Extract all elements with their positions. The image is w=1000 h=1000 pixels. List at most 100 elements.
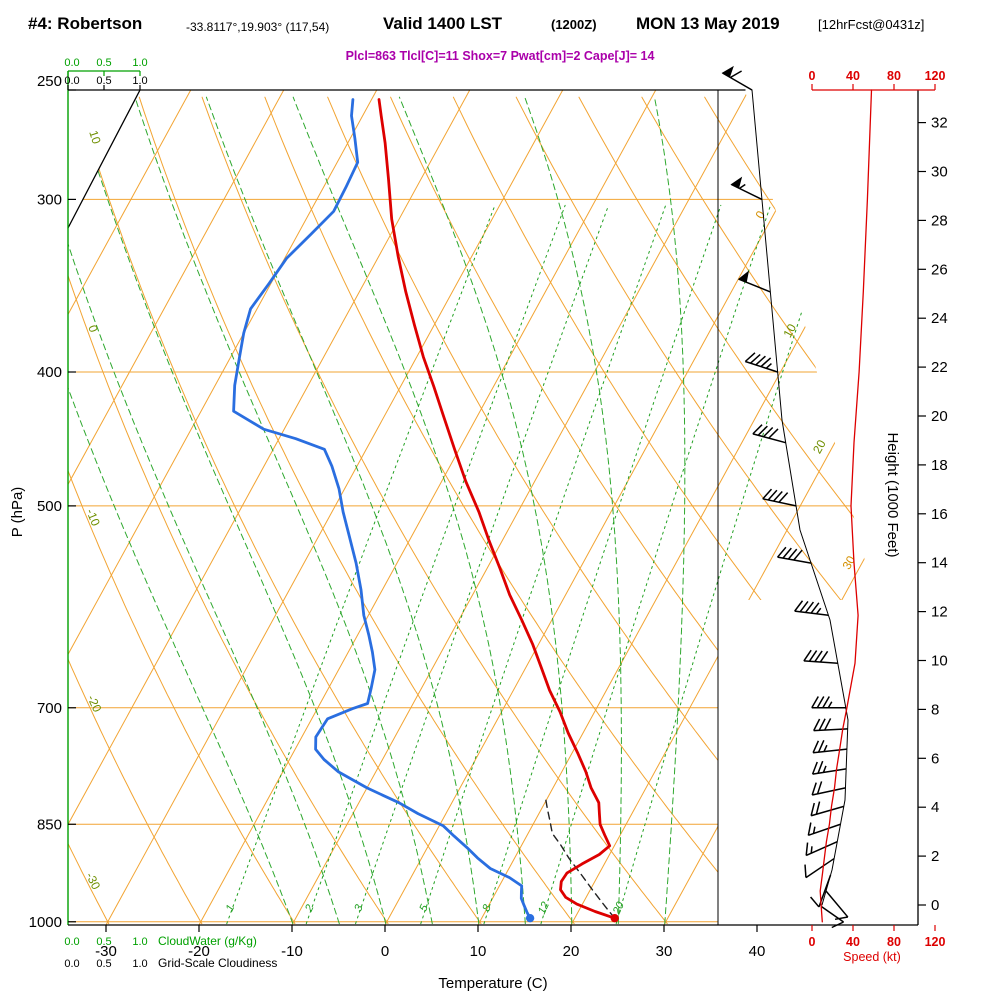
height-tick-label: 26 — [931, 261, 948, 278]
height-tick-label: 12 — [931, 604, 948, 621]
mixing-ratio-label: 8 — [480, 902, 494, 913]
isotherm-label: 20 — [810, 437, 829, 456]
height-tick-label: 24 — [931, 310, 948, 327]
temperature-curve — [377, 98, 617, 920]
isobar-lines — [68, 198, 875, 923]
pressure-tick-label: 700 — [37, 700, 62, 717]
dewpoint-curve — [232, 98, 532, 920]
temperature-tick-label: 10 — [470, 943, 487, 960]
height-tick-label: 0 — [931, 897, 939, 914]
cloudwater-tick-label: 0.5 — [96, 936, 111, 948]
valid-zulu-label: (1200Z) — [551, 17, 597, 32]
valid-date-label: MON 13 May 2019 — [636, 14, 780, 33]
cloudiness-tick-label: 0.5 — [96, 75, 111, 87]
temperature-tick-label: -30 — [95, 943, 117, 960]
cloudwater-tick-label: 0.0 — [64, 57, 79, 69]
isotherm-label: 0 — [753, 208, 769, 221]
pressure-tick-label: 400 — [37, 364, 62, 381]
mixing-ratio-label: 5 — [417, 902, 431, 913]
cloudiness-axis-title: Grid-Scale Cloudiness — [158, 956, 277, 970]
dry-adiabat-label: 0 — [85, 323, 101, 334]
pressure-axis-title: P (hPa) — [9, 487, 26, 538]
height-tick-label: 18 — [931, 457, 948, 474]
cloudiness-tick-label: 0.5 — [96, 958, 111, 970]
dry-adiabat-label: -20 — [84, 693, 104, 715]
temperature-tick-label: 30 — [656, 943, 673, 960]
mixing-ratio-label: 3 — [352, 902, 366, 913]
speed-tick-label: 40 — [846, 935, 860, 949]
temperature-tick-label: 20 — [563, 943, 580, 960]
pressure-tick-label: 1000 — [29, 914, 62, 931]
temperature-tick-label: 40 — [749, 943, 766, 960]
height-axis-title: Height (1000 Feet) — [884, 432, 901, 557]
pressure-axis: 250 300 400 500 700 850 1000 P (hPa) — [9, 73, 76, 931]
speed-tick-label: 0 — [809, 935, 816, 949]
surface-temp-dot — [610, 913, 619, 923]
height-tick-label: 6 — [931, 750, 939, 767]
pressure-tick-label: 850 — [37, 816, 62, 833]
mixing-ratio-label: 20 — [610, 899, 627, 917]
height-tick-label: 28 — [931, 212, 948, 229]
speed-tick-label: 80 — [887, 69, 901, 83]
cloudwater-tick-label: 0.5 — [96, 57, 111, 69]
mixing-ratio-lines — [226, 204, 837, 925]
speed-tick-label: 0 — [809, 69, 816, 83]
pressure-tick-label: 300 — [37, 191, 62, 208]
speed-tick-label: 40 — [846, 69, 860, 83]
temperature-axis-title: Temperature (C) — [438, 975, 547, 992]
height-tick-label: 16 — [931, 506, 948, 523]
mixing-ratio-label: 2 — [303, 903, 317, 915]
mixing-ratio-labels: 1 2 3 5 8 12 20 — [224, 899, 628, 917]
station-coords: -33.8117°,19.903° (117,54) — [186, 20, 330, 34]
chart-frame — [67, 70, 935, 926]
valid-time-label: Valid 1400 LST — [383, 14, 503, 33]
dry-adiabat-lines — [68, 96, 875, 925]
height-tick-label: 32 — [931, 115, 948, 132]
cloudiness-tick-label: 0.0 — [64, 75, 79, 87]
mixing-ratio-label: 12 — [536, 900, 552, 916]
cloudwater-tick-label: 0.0 — [64, 936, 79, 948]
skewt-grid — [68, 90, 875, 925]
height-tick-label: 2 — [931, 848, 939, 865]
temperature-tick-label: -20 — [188, 943, 210, 960]
cloudiness-tick-label: 1.0 — [132, 75, 147, 87]
speed-axis-title: Speed (kt) — [843, 950, 901, 964]
isotherm-label: 30 — [840, 553, 859, 572]
sounding-parameters-line: Plcl=863 Tlcl[C]=11 Shox=7 Pwat[cm]=2 Ca… — [345, 49, 655, 63]
wind-barbs — [721, 65, 849, 929]
speed-curve — [819, 89, 873, 923]
height-tick-label: 4 — [931, 799, 939, 816]
cloudwater-tick-label: 1.0 — [132, 936, 147, 948]
dry-adiabat-label: -30 — [83, 870, 103, 892]
temperature-tick-label: -10 — [281, 943, 303, 960]
isotherm-label: 10 — [780, 321, 799, 340]
moist-adiabat-lines — [68, 96, 686, 925]
cloudwater-scale: 0.0 0.0 0.5 0.5 1.0 1.0 0.0 0.0 0.5 0.5 1.0 1.0 Clou… — [64, 57, 277, 970]
temperature-tick-label: 0 — [381, 943, 389, 960]
mixing-ratio-label: 1 — [224, 903, 237, 914]
speed-tick-label: 120 — [925, 69, 946, 83]
station-title: #4: Robertson — [28, 14, 143, 33]
height-tick-label: 22 — [931, 359, 948, 376]
height-tick-label: 14 — [931, 555, 948, 572]
dry-adiabat-label: 10 — [86, 129, 103, 146]
height-tick-label: 20 — [931, 408, 948, 425]
cloudwater-tick-label: 1.0 — [132, 57, 147, 69]
speed-tick-label: 80 — [887, 935, 901, 949]
isotherm-lines — [68, 90, 875, 925]
forecast-hour-label: [12hrFcst@0431z] — [818, 17, 925, 32]
cloudiness-tick-label: 0.0 — [64, 958, 79, 970]
parcel-curve — [544, 796, 616, 919]
cloudiness-tick-label: 1.0 — [132, 958, 147, 970]
pressure-tick-label: 250 — [37, 73, 62, 90]
speed-tick-label: 120 — [925, 935, 946, 949]
height-tick-label: 10 — [931, 653, 948, 670]
dry-adiabat-label: -10 — [83, 507, 103, 529]
cloudwater-axis-title: CloudWater (g/Kg) — [158, 934, 257, 948]
surface-dewpoint-dot — [525, 913, 535, 923]
height-tick-label: 30 — [931, 164, 948, 181]
